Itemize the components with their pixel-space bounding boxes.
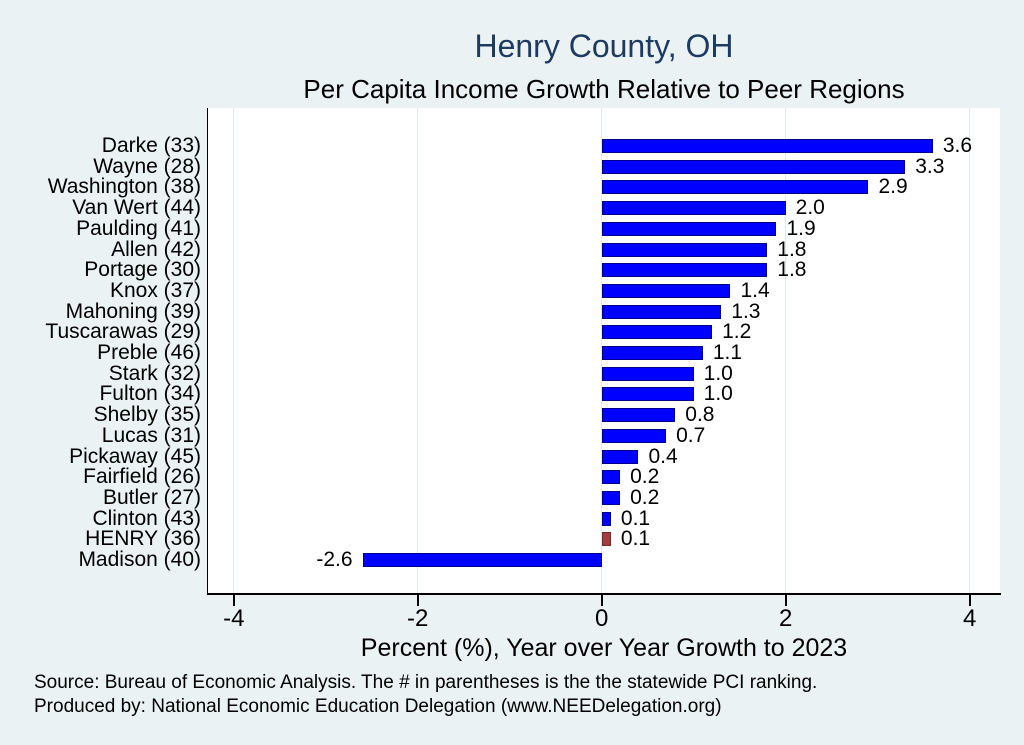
bar (601, 325, 713, 340)
x-axis-tick (968, 594, 971, 606)
category-label: Washington (38) (47, 175, 201, 199)
bar (601, 387, 694, 402)
bar (601, 511, 611, 526)
category-label: Paulding (41) (76, 216, 201, 240)
value-label: 1.2 (722, 320, 752, 344)
value-label: 1.8 (777, 237, 807, 261)
bar-highlight-henry (601, 532, 611, 547)
x-gridline (969, 108, 971, 593)
x-axis-tick (784, 594, 787, 606)
category-label: Lucas (31) (101, 423, 201, 447)
category-label: Tuscarawas (29) (45, 320, 201, 344)
category-label: Fairfield (26) (83, 465, 201, 489)
value-label: 1.8 (777, 258, 807, 282)
bar (601, 366, 694, 381)
bar (601, 159, 906, 174)
bar (601, 283, 731, 298)
y-axis-line (206, 108, 208, 595)
bar (601, 408, 676, 423)
bar (601, 346, 703, 360)
category-label: Madison (40) (78, 548, 201, 571)
x-axis-tick-label: -4 (223, 605, 245, 632)
category-label: HENRY (36) (85, 527, 201, 551)
category-label: Allen (42) (111, 237, 201, 261)
value-label: 3.6 (942, 134, 973, 157)
value-label: 1.1 (712, 341, 743, 364)
produced-by-line: Produced by: National Economic Education… (34, 695, 722, 717)
x-axis-tick-label: 2 (778, 605, 793, 632)
category-label: Van Wert (44) (72, 196, 201, 220)
value-label: 0.2 (630, 485, 660, 509)
value-label: 0.4 (648, 444, 678, 468)
value-label: 0.2 (630, 465, 660, 489)
value-label: 0.1 (620, 527, 651, 551)
x-axis-tick-label: 4 (962, 605, 977, 632)
value-label: 1.9 (786, 216, 816, 240)
category-label: Preble (46) (97, 341, 201, 364)
value-label: 2.9 (878, 175, 908, 199)
bar (362, 553, 602, 567)
x-axis-tick-label: -2 (407, 605, 429, 632)
value-label: 1.0 (703, 382, 733, 406)
x-gridline (417, 108, 419, 593)
value-label: 0.1 (620, 506, 651, 530)
bar (601, 139, 933, 153)
category-label: Butler (27) (102, 485, 201, 509)
bar (601, 242, 768, 257)
category-label: Clinton (43) (92, 506, 201, 530)
x-axis-tick (600, 594, 603, 606)
bar (601, 180, 869, 195)
category-label: Wayne (28) (93, 154, 201, 178)
bar (601, 428, 667, 443)
source-line: Source: Bureau of Economic Analysis. The… (34, 672, 818, 693)
value-label: 1.4 (740, 278, 770, 302)
value-label: 2.0 (795, 196, 825, 220)
source-note: Source: Bureau of Economic Analysis. The… (34, 671, 994, 718)
chart-title: Henry County, OH (474, 28, 734, 64)
x-axis-line (206, 593, 1001, 595)
category-label: Portage (30) (84, 258, 201, 282)
category-label: Knox (37) (109, 278, 201, 302)
value-label: 0.8 (685, 403, 715, 427)
category-label: Darke (33) (101, 134, 201, 157)
x-axis-label: Percent (%), Year over Year Growth to 20… (360, 634, 848, 662)
category-label: Shelby (35) (93, 403, 201, 427)
category-label: Pickaway (45) (69, 444, 201, 468)
category-label: Fulton (34) (99, 382, 201, 406)
bar (601, 304, 722, 319)
value-label: 3.3 (915, 154, 945, 178)
bar (601, 263, 768, 278)
chart-subtitle: Per Capita Income Growth Relative to Pee… (303, 74, 905, 104)
plot-area: 3.6 3.3 2.9 2.0 1.9 1.8 1.8 1.4 1.3 1.2 1.1 1.0 1.0 0… (208, 108, 1000, 593)
bar (601, 449, 639, 464)
value-label: 1.0 (703, 361, 733, 385)
x-axis-tick-label: 0 (595, 605, 609, 632)
bar (601, 490, 621, 505)
x-gridline (785, 108, 787, 593)
x-gridline (233, 108, 235, 593)
category-label: Mahoning (39) (65, 299, 201, 323)
bar (601, 470, 621, 485)
value-label: 0.7 (676, 423, 706, 447)
value-label: 1.3 (731, 299, 761, 323)
value-label: -2.6 (316, 548, 353, 571)
x-axis-tick (416, 594, 419, 606)
bar (601, 221, 777, 236)
category-label: Stark (32) (108, 361, 201, 385)
bar (601, 201, 786, 216)
x-axis-tick (232, 594, 235, 606)
